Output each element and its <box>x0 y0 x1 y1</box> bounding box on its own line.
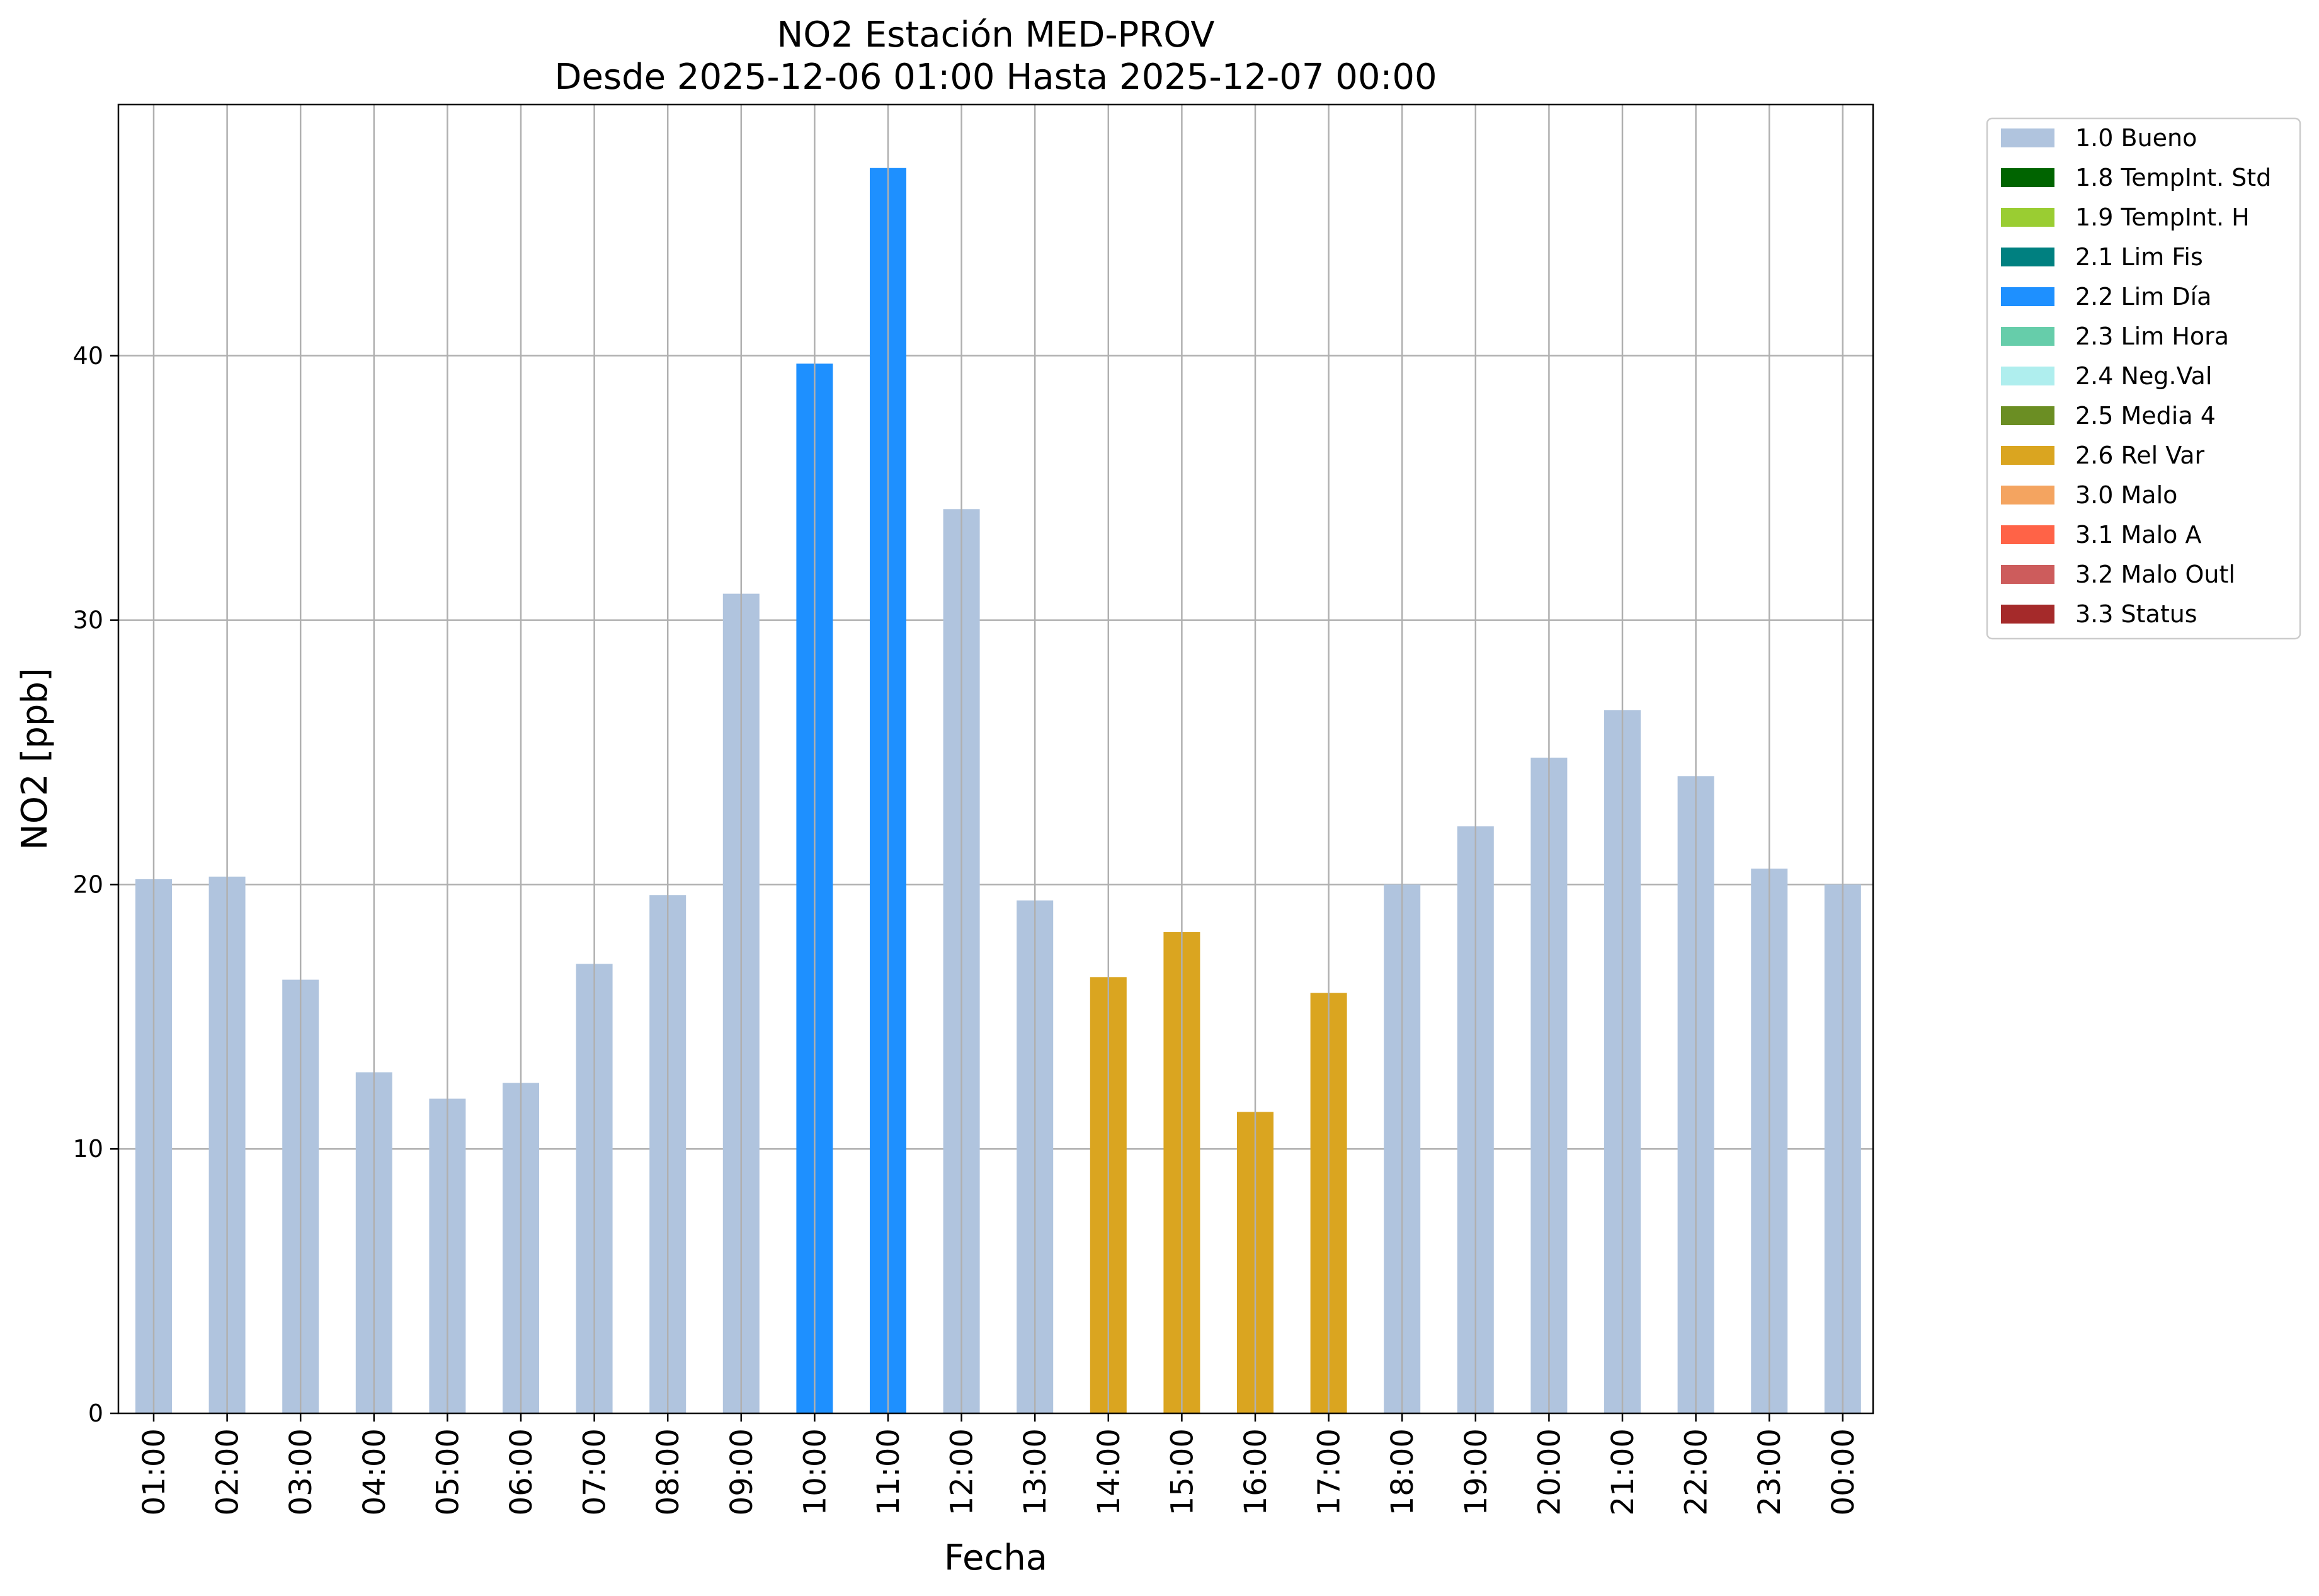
x-tick-label: 05:00 <box>430 1428 465 1515</box>
x-tick-label: 15:00 <box>1165 1428 1200 1515</box>
x-tick-label: 08:00 <box>651 1428 686 1515</box>
x-tick-label: 09:00 <box>724 1428 760 1515</box>
x-tick-label: 16:00 <box>1238 1428 1273 1515</box>
legend-swatch <box>2001 565 2054 584</box>
x-tick-label: 22:00 <box>1679 1428 1714 1515</box>
legend-swatch <box>2001 605 2054 624</box>
legend: 1.0 Bueno 1.8 TempInt. Std 1.9 TempInt. H 2… <box>1986 117 2301 640</box>
x-tick-label: 21:00 <box>1605 1428 1641 1515</box>
x-tick-label: 18:00 <box>1385 1428 1420 1515</box>
x-tick-label: 00:00 <box>1826 1428 1861 1515</box>
x-tick-label: 06:00 <box>504 1428 539 1515</box>
legend-swatch <box>2001 367 2054 385</box>
y-axis-label: NO2 [ppb] <box>14 668 55 850</box>
legend-swatch <box>2001 287 2054 306</box>
legend-swatch <box>2001 168 2054 187</box>
y-tick-label: 10 <box>73 1135 103 1163</box>
legend-label: 2.5 Media 4 <box>2075 402 2216 430</box>
legend-label: 2.3 Lim Hora <box>2075 322 2229 350</box>
legend-label: 3.2 Malo Outl <box>2075 561 2235 588</box>
bars <box>135 105 1861 1414</box>
x-tick-label: 13:00 <box>1018 1428 1053 1515</box>
legend-swatch <box>2001 208 2054 227</box>
legend-frame <box>1986 117 2301 640</box>
y-tick-label: 0 <box>88 1399 103 1427</box>
x-tick-label: 20:00 <box>1532 1428 1567 1515</box>
x-axis-ticks: 01:00 02:00 03:00 04:00 05:00 06:00 07:00 08:00… <box>137 1413 1861 1515</box>
x-axis-label: Fecha <box>944 1537 1047 1578</box>
legend-swatch <box>2001 406 2054 425</box>
y-axis-ticks: 0 10 20 30 40 <box>73 342 118 1427</box>
x-tick-label: 19:00 <box>1459 1428 1494 1515</box>
x-tick-label: 14:00 <box>1091 1428 1127 1515</box>
legend-label: 1.9 TempInt. H <box>2075 203 2250 231</box>
x-tick-label: 10:00 <box>797 1428 833 1515</box>
chart-title-line2: Desde 2025-12-06 01:00 Hasta 2025-12-07 … <box>554 57 1437 98</box>
legend-label: 2.1 Lim Fis <box>2075 243 2203 271</box>
legend-swatch <box>2001 446 2054 465</box>
plot-frame <box>117 103 1874 1415</box>
legend-label: 1.0 Bueno <box>2075 124 2197 152</box>
legend-label: 1.8 TempInt. Std <box>2075 164 2271 191</box>
legend-swatch <box>2001 248 2054 266</box>
legend-label: 3.3 Status <box>2075 600 2197 628</box>
x-tick-label: 23:00 <box>1752 1428 1787 1515</box>
legend-label: 3.1 Malo A <box>2075 521 2201 549</box>
legend-swatch <box>2001 128 2054 147</box>
x-tick-label: 04:00 <box>357 1428 392 1515</box>
x-tick-label: 11:00 <box>871 1428 906 1515</box>
x-tick-label: 01:00 <box>137 1428 172 1515</box>
y-tick-label: 30 <box>73 607 103 634</box>
x-tick-label: 03:00 <box>283 1428 319 1515</box>
legend-swatch <box>2001 525 2054 544</box>
x-tick-label: 12:00 <box>945 1428 980 1515</box>
x-tick-label: 17:00 <box>1312 1428 1347 1515</box>
legend-swatch <box>2001 486 2054 504</box>
y-tick-label: 40 <box>73 342 103 370</box>
legend-swatch <box>2001 327 2054 346</box>
grid <box>118 355 1873 1150</box>
legend-label: 2.6 Rel Var <box>2075 442 2205 469</box>
legend-label: 3.0 Malo <box>2075 481 2177 509</box>
legend-label: 2.2 Lim Día <box>2075 283 2211 311</box>
y-tick-label: 20 <box>73 870 103 898</box>
legend-label: 2.4 Neg.Val <box>2075 362 2212 390</box>
x-tick-label: 07:00 <box>578 1428 613 1515</box>
x-tick-label: 02:00 <box>210 1428 246 1515</box>
chart-title-line1: NO2 Estación MED-PROV <box>777 14 1214 55</box>
